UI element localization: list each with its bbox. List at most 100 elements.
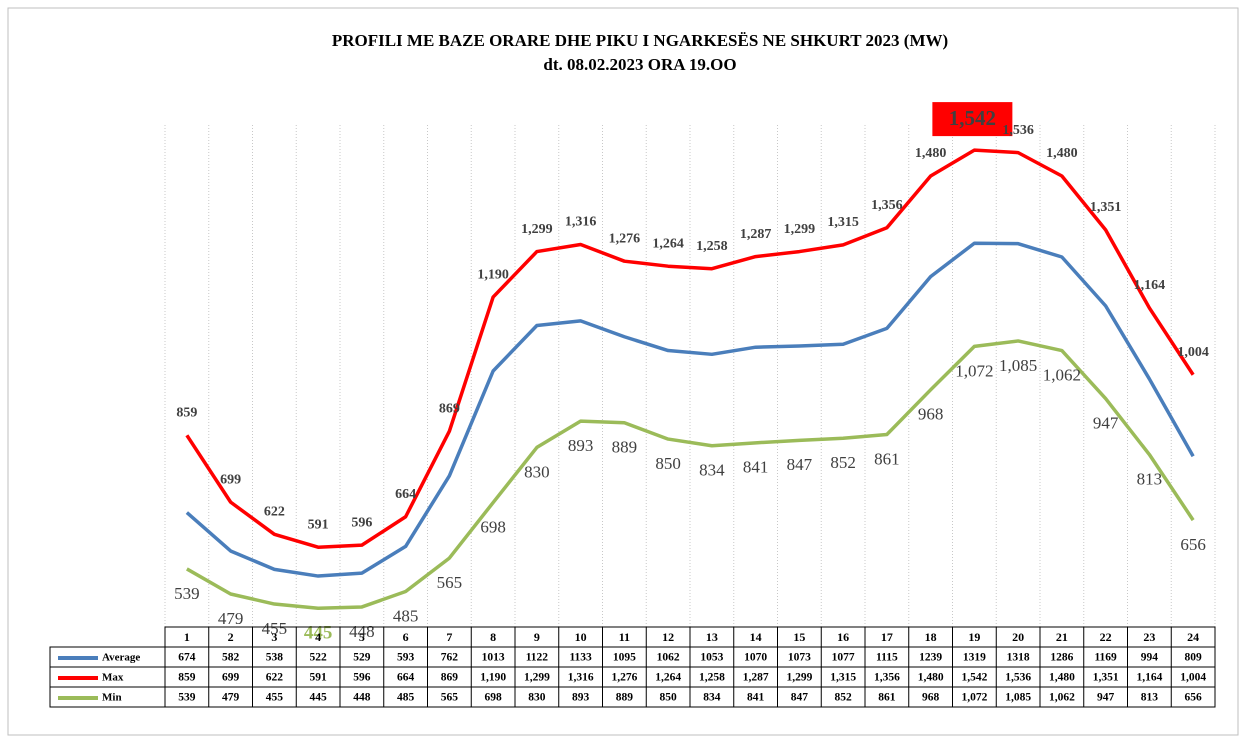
table-value: 522 [310, 652, 328, 664]
table-value: 698 [485, 692, 503, 704]
data-label: 1,480 [1046, 146, 1078, 161]
table-value: 813 [1141, 692, 1159, 704]
table-border [49, 646, 1216, 708]
data-label: 1,085 [999, 356, 1037, 375]
table-value: 859 [178, 672, 196, 684]
table-value: 1115 [876, 652, 898, 664]
chart-subtitle: dt. 08.02.2023 ORA 19.OO [543, 55, 736, 74]
data-label: 1,258 [696, 239, 728, 254]
data-label: 565 [437, 573, 463, 592]
table-value: 445 [310, 692, 328, 704]
x-tick-label: 23 [1143, 630, 1155, 644]
x-tick-label: 19 [968, 630, 980, 644]
data-label: 1,480 [915, 146, 947, 161]
table-value: 1,351 [1093, 672, 1119, 684]
data-label: 841 [743, 458, 769, 477]
line-series [185, 241, 1195, 578]
table-value: 830 [528, 692, 546, 704]
table-value: 448 [353, 692, 371, 704]
data-label: 455 [262, 619, 288, 638]
data-label: 479 [218, 609, 244, 628]
line-series [186, 339, 1195, 610]
table-value: 1133 [569, 652, 592, 664]
table-value: 664 [397, 672, 415, 684]
table-value: 1,072 [961, 692, 987, 704]
table-value: 850 [660, 692, 678, 704]
data-label: 1,276 [609, 231, 641, 246]
data-label: 656 [1180, 535, 1206, 554]
table-value: 1286 [1050, 652, 1073, 664]
table-value: 596 [353, 672, 371, 684]
data-label: 1,351 [1090, 200, 1122, 215]
data-label: 485 [393, 606, 419, 625]
table-value: 834 [703, 692, 721, 704]
x-tick-label: 11 [619, 630, 630, 644]
table-value: 1,356 [874, 672, 900, 684]
table-value: 1,264 [655, 672, 681, 684]
data-label: 1,004 [1177, 345, 1209, 360]
data-label: 1,542 [949, 106, 996, 130]
data-label: 1,062 [1043, 365, 1081, 384]
x-tick-label: 6 [403, 630, 409, 644]
line-series [185, 148, 1195, 549]
table-value: 539 [178, 692, 196, 704]
table-value: 538 [266, 652, 284, 664]
table-value: 1319 [963, 652, 986, 664]
chart-title: PROFILI ME BAZE ORARE DHE PIKU I NGARKES… [332, 31, 948, 50]
table-value: 1053 [700, 652, 723, 664]
table-value: 1,276 [611, 672, 637, 684]
table-value: 893 [572, 692, 590, 704]
table-value: 699 [222, 672, 240, 684]
table-value: 1,542 [961, 672, 987, 684]
data-label: 1,164 [1134, 278, 1166, 293]
table-value: 1073 [788, 652, 811, 664]
table-value: 1077 [832, 652, 855, 664]
x-tick-label: 22 [1100, 630, 1112, 644]
data-label: 698 [480, 517, 506, 536]
table-value: 1,536 [1005, 672, 1031, 684]
x-tick-label: 10 [575, 630, 587, 644]
table-value: 762 [441, 652, 459, 664]
table-value: 1,190 [480, 672, 506, 684]
data-label: 1,316 [565, 215, 597, 230]
x-tick-label: 1 [184, 630, 190, 644]
table-value: 1169 [1094, 652, 1117, 664]
table-value: 591 [310, 672, 328, 684]
data-label: 852 [830, 453, 856, 472]
x-tick-label: 5 [359, 630, 365, 644]
data-label: 813 [1137, 469, 1163, 488]
data-label: 1,536 [1002, 123, 1034, 138]
table-value: 847 [791, 692, 809, 704]
legend-label: Max [102, 672, 124, 684]
table-value: 593 [397, 652, 415, 664]
table-value: 947 [1097, 692, 1115, 704]
data-label: 1,356 [871, 198, 903, 213]
data-label: 445 [304, 623, 333, 644]
data-label: 1,264 [652, 236, 684, 251]
table-value: 994 [1141, 652, 1159, 664]
data-label: 1,287 [740, 227, 772, 242]
x-tick-label: 15 [793, 630, 805, 644]
table-value: 582 [222, 652, 240, 664]
data-label: 859 [176, 406, 197, 421]
data-label: 1,190 [477, 267, 509, 282]
table-value: 809 [1185, 652, 1203, 664]
table-value: 565 [441, 692, 459, 704]
data-label: 968 [918, 405, 944, 424]
table-value: 479 [222, 692, 240, 704]
table-value: 1,258 [699, 672, 725, 684]
x-tick-label: 3 [271, 630, 277, 644]
table-value: 968 [922, 692, 940, 704]
data-label: 850 [655, 454, 681, 473]
frame [7, 7, 1239, 736]
data-label: 830 [524, 462, 550, 481]
table-value: 674 [178, 652, 196, 664]
data-label: 591 [308, 517, 329, 532]
x-tick-label: 4 [315, 630, 321, 644]
table-value: 1070 [744, 652, 767, 664]
x-tick-label: 20 [1012, 630, 1024, 644]
data-label: 539 [174, 584, 200, 603]
table-value: 1013 [482, 652, 505, 664]
table-value: 1122 [526, 652, 549, 664]
table-value: 1,315 [830, 672, 856, 684]
